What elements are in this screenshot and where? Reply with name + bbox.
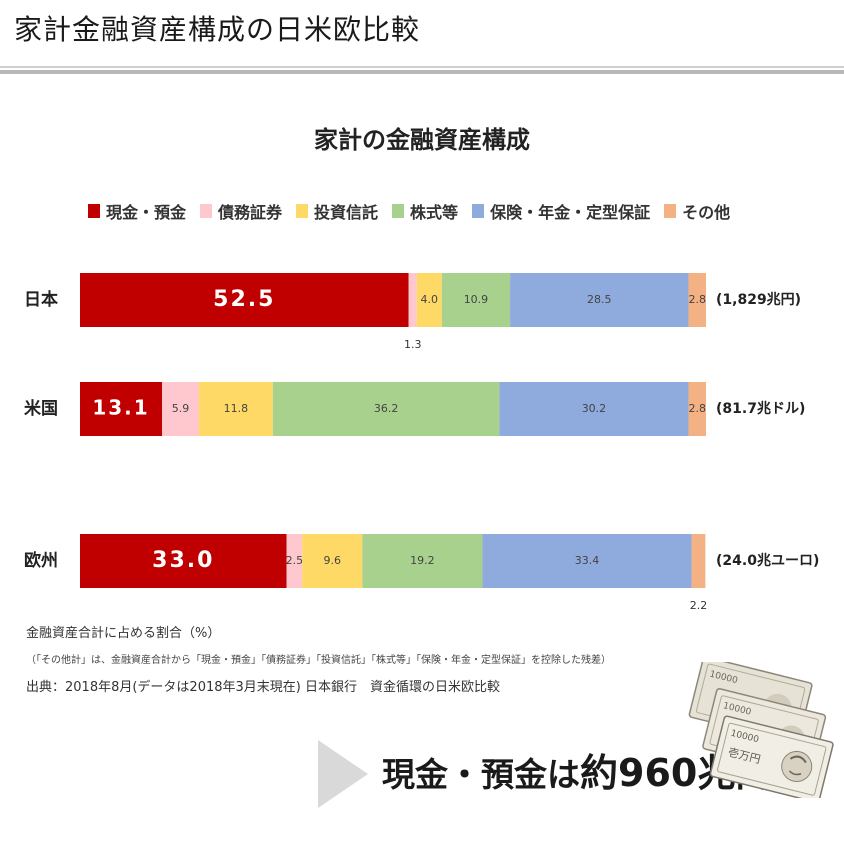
data-label: 30.2 [582, 402, 607, 415]
legend-label: 投資信託 [314, 203, 379, 222]
bar-segment [80, 273, 409, 327]
legend-label: 株式等 [410, 203, 459, 222]
category-label: 欧州 [24, 550, 58, 571]
data-label: 28.5 [587, 293, 612, 306]
legend-item: 株式等 [392, 199, 458, 223]
other-definition-note: （「その他計」は、金融資産合計から「現金・預金」「債務証券」「投資信託」「株式等… [26, 655, 611, 666]
bar-segment [482, 534, 692, 588]
data-label: 10.9 [464, 293, 489, 306]
arrow-icon [318, 740, 368, 808]
data-label: 1.3 [404, 338, 422, 351]
source-note: 出典：2018年8月(データは2018年3月末現在) 日本銀行 資金循環の日米欧… [26, 680, 500, 695]
yen-banknotes-icon: 10000 10000 10000 壱万円 [688, 662, 834, 798]
data-label: 9.6 [324, 554, 342, 567]
legend-swatch [296, 204, 309, 218]
legend-item: その他 [664, 199, 730, 223]
bar-segment [80, 382, 163, 436]
bar-segment [408, 273, 417, 327]
headline-prefix: 現金・預金は [382, 755, 580, 794]
bar-segment [441, 273, 511, 327]
legend-label: 現金・預金 [106, 203, 187, 222]
title-divider [0, 66, 844, 74]
bar-segment [286, 534, 303, 588]
bar-segment [499, 382, 689, 436]
bar-segment [510, 273, 689, 327]
data-label: 2.8 [688, 402, 706, 415]
bar-segment [302, 534, 363, 588]
legend-swatch [472, 204, 485, 218]
data-label: 2.8 [688, 293, 706, 306]
data-label: 19.2 [410, 554, 435, 567]
category-label: 日本 [24, 289, 58, 310]
bar-segment [272, 382, 500, 436]
data-label: 52.5 [213, 287, 275, 312]
unit-note: 金融資産合計に占める割合（%） [26, 626, 221, 641]
total-label: (1,829兆円) [716, 292, 801, 308]
category-label: 米国 [24, 398, 58, 419]
data-label: 33.0 [152, 548, 214, 573]
headline: 現金・預金は約960兆円 [382, 742, 773, 797]
bar-segment [688, 382, 706, 436]
legend-swatch [200, 204, 213, 218]
bar-segment [80, 534, 287, 588]
stacked-bar-chart: 日本 52.5 1.3 4.0 10.9 28.5 2.8 (1,829兆円) 米国 13.1 5.… [24, 273, 819, 612]
legend-label: その他 [682, 203, 731, 222]
legend-label: 債務証券 [218, 203, 283, 222]
data-label: 13.1 [92, 396, 149, 420]
bar-segment [362, 534, 483, 588]
bar-segment [691, 534, 706, 588]
chart-title: 家計の金融資産構成 [314, 126, 530, 154]
data-label: 33.4 [575, 554, 600, 567]
legend-item: 現金・預金 [88, 199, 186, 223]
chart-legend: 現金・預金 債務証券 投資信託 株式等 保険・年金・定型保証 その他 [88, 198, 730, 224]
legend-item: 債務証券 [200, 199, 282, 223]
bar-segment [688, 273, 706, 327]
legend-swatch [88, 204, 100, 218]
total-label: (24.0兆ユーロ) [716, 553, 819, 569]
legend-label: 保険・年金・定型保証 [490, 203, 651, 222]
data-label: 2.5 [286, 554, 304, 567]
data-label: 11.8 [224, 402, 249, 415]
data-label: 4.0 [421, 293, 439, 306]
bar-segment [198, 382, 273, 436]
legend-swatch [392, 204, 405, 218]
data-label: 5.9 [172, 402, 190, 415]
bar-segment [162, 382, 199, 436]
legend-swatch [664, 204, 677, 218]
data-label: 2.2 [690, 599, 708, 612]
bar-segment [416, 273, 442, 327]
legend-item: 保険・年金・定型保証 [472, 199, 650, 223]
page-title: 家計金融資産構成の日米欧比較 [14, 13, 421, 46]
data-label: 36.2 [374, 402, 399, 415]
legend-item: 投資信託 [296, 199, 378, 223]
total-label: (81.7兆ドル) [716, 401, 805, 417]
